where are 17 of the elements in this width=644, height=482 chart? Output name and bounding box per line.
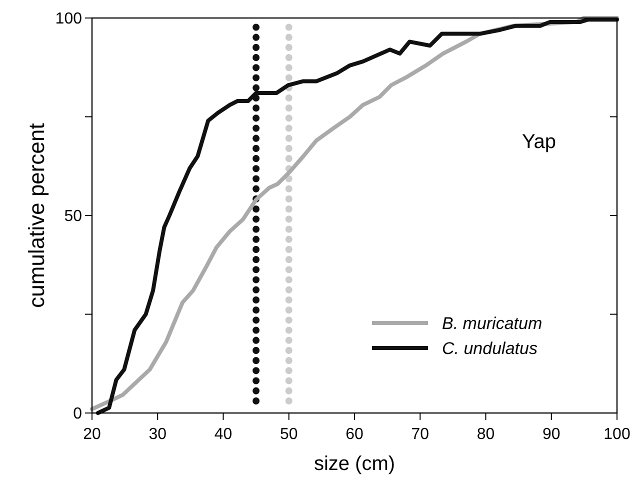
x-tick-label: 60 xyxy=(346,426,364,443)
y-tick-label: 100 xyxy=(55,10,82,28)
legend-label: C. undulatus xyxy=(442,338,538,358)
y-tick-label: 50 xyxy=(64,208,82,226)
legend-label: B. muricatum xyxy=(442,314,542,333)
y-axis-title: cumulative percent xyxy=(24,123,49,308)
x-tick-label: 90 xyxy=(542,426,560,443)
x-tick-label: 20 xyxy=(83,426,101,443)
x-tick-label: 70 xyxy=(411,426,430,443)
x-tick-label: 80 xyxy=(476,426,495,443)
annotation: Yap xyxy=(522,131,556,153)
y-tick-label: 0 xyxy=(73,406,82,423)
x-tick-label: 30 xyxy=(148,426,167,443)
x-axis-title: size (cm) xyxy=(314,453,396,475)
x-tick-label: 100 xyxy=(604,426,630,443)
x-tick-label: 40 xyxy=(214,426,232,443)
x-tick-label: 50 xyxy=(280,426,298,443)
